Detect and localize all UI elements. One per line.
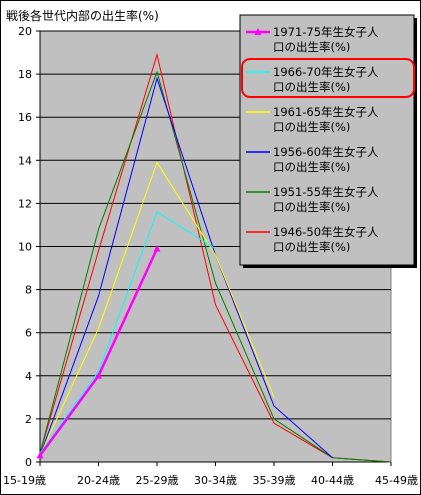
legend-item-2: 1961-65年生女子人口の出生率(%) — [246, 105, 379, 134]
y-tick-label: 14 — [18, 154, 32, 167]
legend-highlight-outline — [241, 58, 415, 98]
legend-label: 1946-50年生女子人口の出生率(%) — [273, 225, 379, 254]
legend-items: 1971-75年生女子人口の出生率(%) 1966-70年生女子人口の出生率(%)… — [246, 25, 379, 254]
y-tick-label: 0 — [25, 456, 32, 469]
legend-box — [239, 14, 415, 266]
legend-label: 1956-60年生女子人口の出生率(%) — [273, 145, 379, 174]
x-tick-label: 35-39歳 — [253, 474, 296, 487]
x-tick-label: 30-34歳 — [194, 474, 237, 487]
legend-item-0: 1971-75年生女子人口の出生率(%) — [246, 25, 379, 54]
x-tick-label: 25-29歳 — [136, 474, 179, 487]
legend-label: 1971-75年生女子人口の出生率(%) — [273, 25, 379, 54]
y-tick-label: 4 — [25, 370, 32, 383]
series-layer — [36, 52, 392, 463]
y-tick-label: 16 — [18, 111, 32, 124]
y-tick-label: 18 — [18, 68, 32, 81]
legend-item-3: 1956-60年生女子人口の出生率(%) — [246, 145, 379, 174]
series-3 — [39, 76, 333, 459]
series-line — [39, 76, 333, 459]
series-point — [95, 372, 102, 379]
x-tick-label: 20-24歳 — [77, 474, 120, 487]
y-axis: 0 2 4 6 8 10 12 14 16 18 20 — [18, 25, 41, 469]
chart-title: 戦後各世代内部の出生率(%) — [6, 8, 159, 23]
y-tick-label: 8 — [25, 284, 32, 297]
legend-item-4: 1951-55年生女子人口の出生率(%) — [246, 185, 379, 214]
legend-label: 1951-55年生女子人口の出生率(%) — [273, 185, 379, 214]
series-1 — [39, 211, 216, 454]
series-point — [153, 245, 161, 252]
x-axis: 15-19歳 20-24歳 25-29歳 30-34歳 35-39歳 40-44歳 45-4… — [3, 461, 418, 487]
series-point — [36, 452, 44, 459]
series-line — [39, 161, 275, 456]
x-tick-label: 15-19歳 — [3, 474, 46, 487]
y-tick-label: 2 — [25, 413, 32, 426]
legend-item-1: 1966-70年生女子人口の出生率(%) — [246, 65, 379, 94]
legend-item-5: 1946-50年生女子人口の出生率(%) — [246, 225, 379, 254]
legend: 1971-75年生女子人口の出生率(%) 1966-70年生女子人口の出生率(%)… — [239, 14, 417, 268]
y-tick-label: 6 — [25, 327, 32, 340]
x-tick-label: 40-44歳 — [311, 474, 354, 487]
x-tick-label: 45-49歳 — [375, 474, 418, 487]
legend-label: 1966-70年生女子人口の出生率(%) — [273, 65, 379, 94]
y-tick-label: 12 — [18, 197, 32, 210]
y-tick-label: 20 — [18, 25, 32, 38]
series-0 — [36, 245, 161, 459]
legend-marker — [254, 28, 262, 35]
series-2 — [39, 161, 275, 456]
legend-label: 1961-65年生女子人口の出生率(%) — [273, 105, 379, 134]
series-line — [39, 211, 216, 454]
y-tick-label: 10 — [18, 241, 32, 254]
